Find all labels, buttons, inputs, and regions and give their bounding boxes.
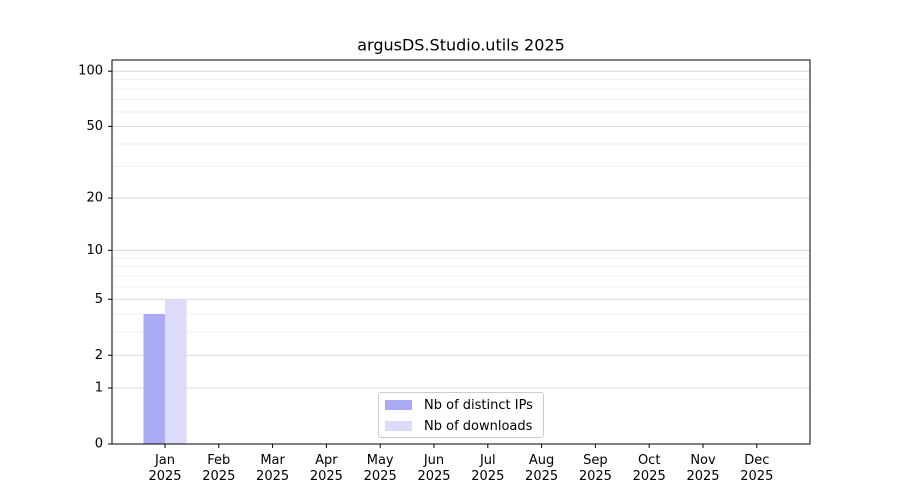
- x-tick-label: Sep 2025: [578, 453, 612, 484]
- legend-item: Nb of distinct IPs: [385, 395, 533, 415]
- y-tick-label: 100: [78, 64, 103, 79]
- legend-label: Nb of distinct IPs: [424, 397, 533, 413]
- bar: [143, 313, 165, 444]
- x-tick-label: Mar 2025: [256, 453, 290, 484]
- y-tick-label: 2: [95, 348, 103, 363]
- y-tick-label: 20: [86, 191, 103, 206]
- legend-swatch: [385, 421, 412, 431]
- y-tick-label: 1: [95, 381, 103, 396]
- chart-title: argusDS.Studio.utils 2025: [357, 36, 565, 55]
- x-tick-label: Feb 2025: [202, 453, 236, 484]
- y-tick-label: 50: [86, 119, 103, 134]
- plot-frame: [111, 59, 811, 445]
- x-tick-label: Nov 2025: [686, 453, 720, 484]
- legend-item: Nb of downloads: [385, 416, 532, 436]
- x-tick-label: Aug 2025: [525, 453, 559, 484]
- x-tick-label: Apr 2025: [309, 453, 343, 484]
- x-tick-label: Dec 2025: [740, 453, 774, 484]
- y-tick-label: 5: [95, 292, 103, 307]
- legend-label: Nb of downloads: [424, 418, 533, 434]
- legend-swatch: [385, 400, 412, 410]
- y-tick-label: 10: [86, 243, 103, 258]
- x-tick-label: May 2025: [363, 453, 397, 484]
- bar: [165, 299, 187, 444]
- y-tick-label: 0: [95, 437, 103, 452]
- x-tick-label: Jun 2025: [417, 453, 451, 484]
- legend: Nb of distinct IPs Nb of downloads: [378, 392, 544, 438]
- x-tick-label: Jan 2025: [148, 453, 182, 484]
- x-tick-label: Oct 2025: [632, 453, 666, 484]
- x-tick-label: Jul 2025: [471, 453, 505, 484]
